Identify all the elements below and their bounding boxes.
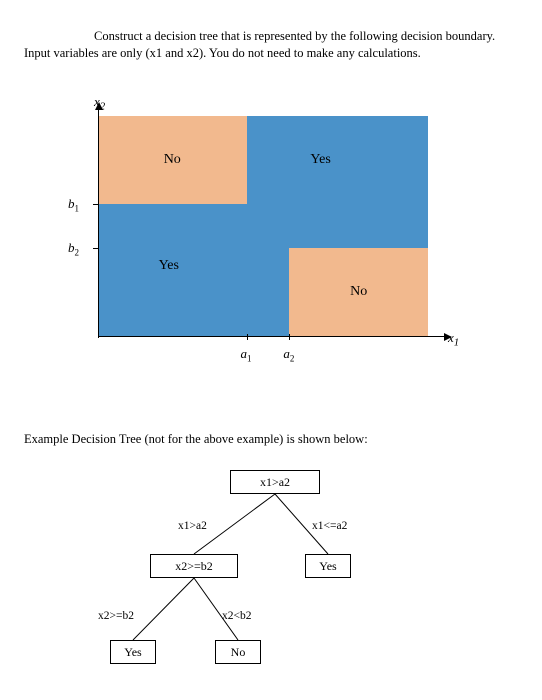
decision-boundary-chart: x2 x1 NoYesYesNo b1b2 a1a2 [60,100,470,400]
region-yes: Yes [98,204,289,336]
y-tick-mark [93,248,99,249]
example-caption: Example Decision Tree (not for the above… [24,432,368,447]
question-line2: Input variables are only (x1 and x2). Yo… [24,46,421,60]
tree-node-leafR: Yes [305,554,351,578]
tree-node-leafLL: Yes [110,640,156,664]
x-tick-label: a2 [283,346,294,364]
tree-node-root: x1>a2 [230,470,320,494]
question-text: Construct a decision tree that is repres… [24,28,524,62]
x-tick-mark [289,334,290,340]
region-no: No [289,248,428,336]
y-axis-arrow [95,102,103,110]
tree-node-n1: x2>=b2 [150,554,238,578]
x-axis-arrow [444,333,452,341]
y-tick-mark [93,204,99,205]
region-label: No [164,152,181,168]
plot-area: No Yes Yes No [98,116,428,336]
x-tick-mark [247,334,248,340]
edge-label: x1>a2 [178,520,207,532]
region-label: Yes [310,152,330,168]
edge-label: x2>=b2 [98,610,134,622]
edge-label: x1<=a2 [312,520,347,532]
example-decision-tree: x1>a2 x2>=b2 Yes Yes No x1>a2 x1<=a2 x2>=b2 x2<… [80,462,440,692]
region-no: No [98,116,247,204]
x-tick-label: a1 [241,346,252,364]
region-label: No [350,284,367,300]
edge-label: x2<b2 [222,610,252,622]
y-axis-line [98,106,99,338]
y-tick-label: b2 [68,240,79,258]
y-tick-label: b1 [68,196,79,214]
question-line1: Construct a decision tree that is repres… [94,29,495,43]
x-axis-line [98,336,446,337]
tree-node-leafLR: No [215,640,261,664]
region-label: Yes [159,258,179,274]
